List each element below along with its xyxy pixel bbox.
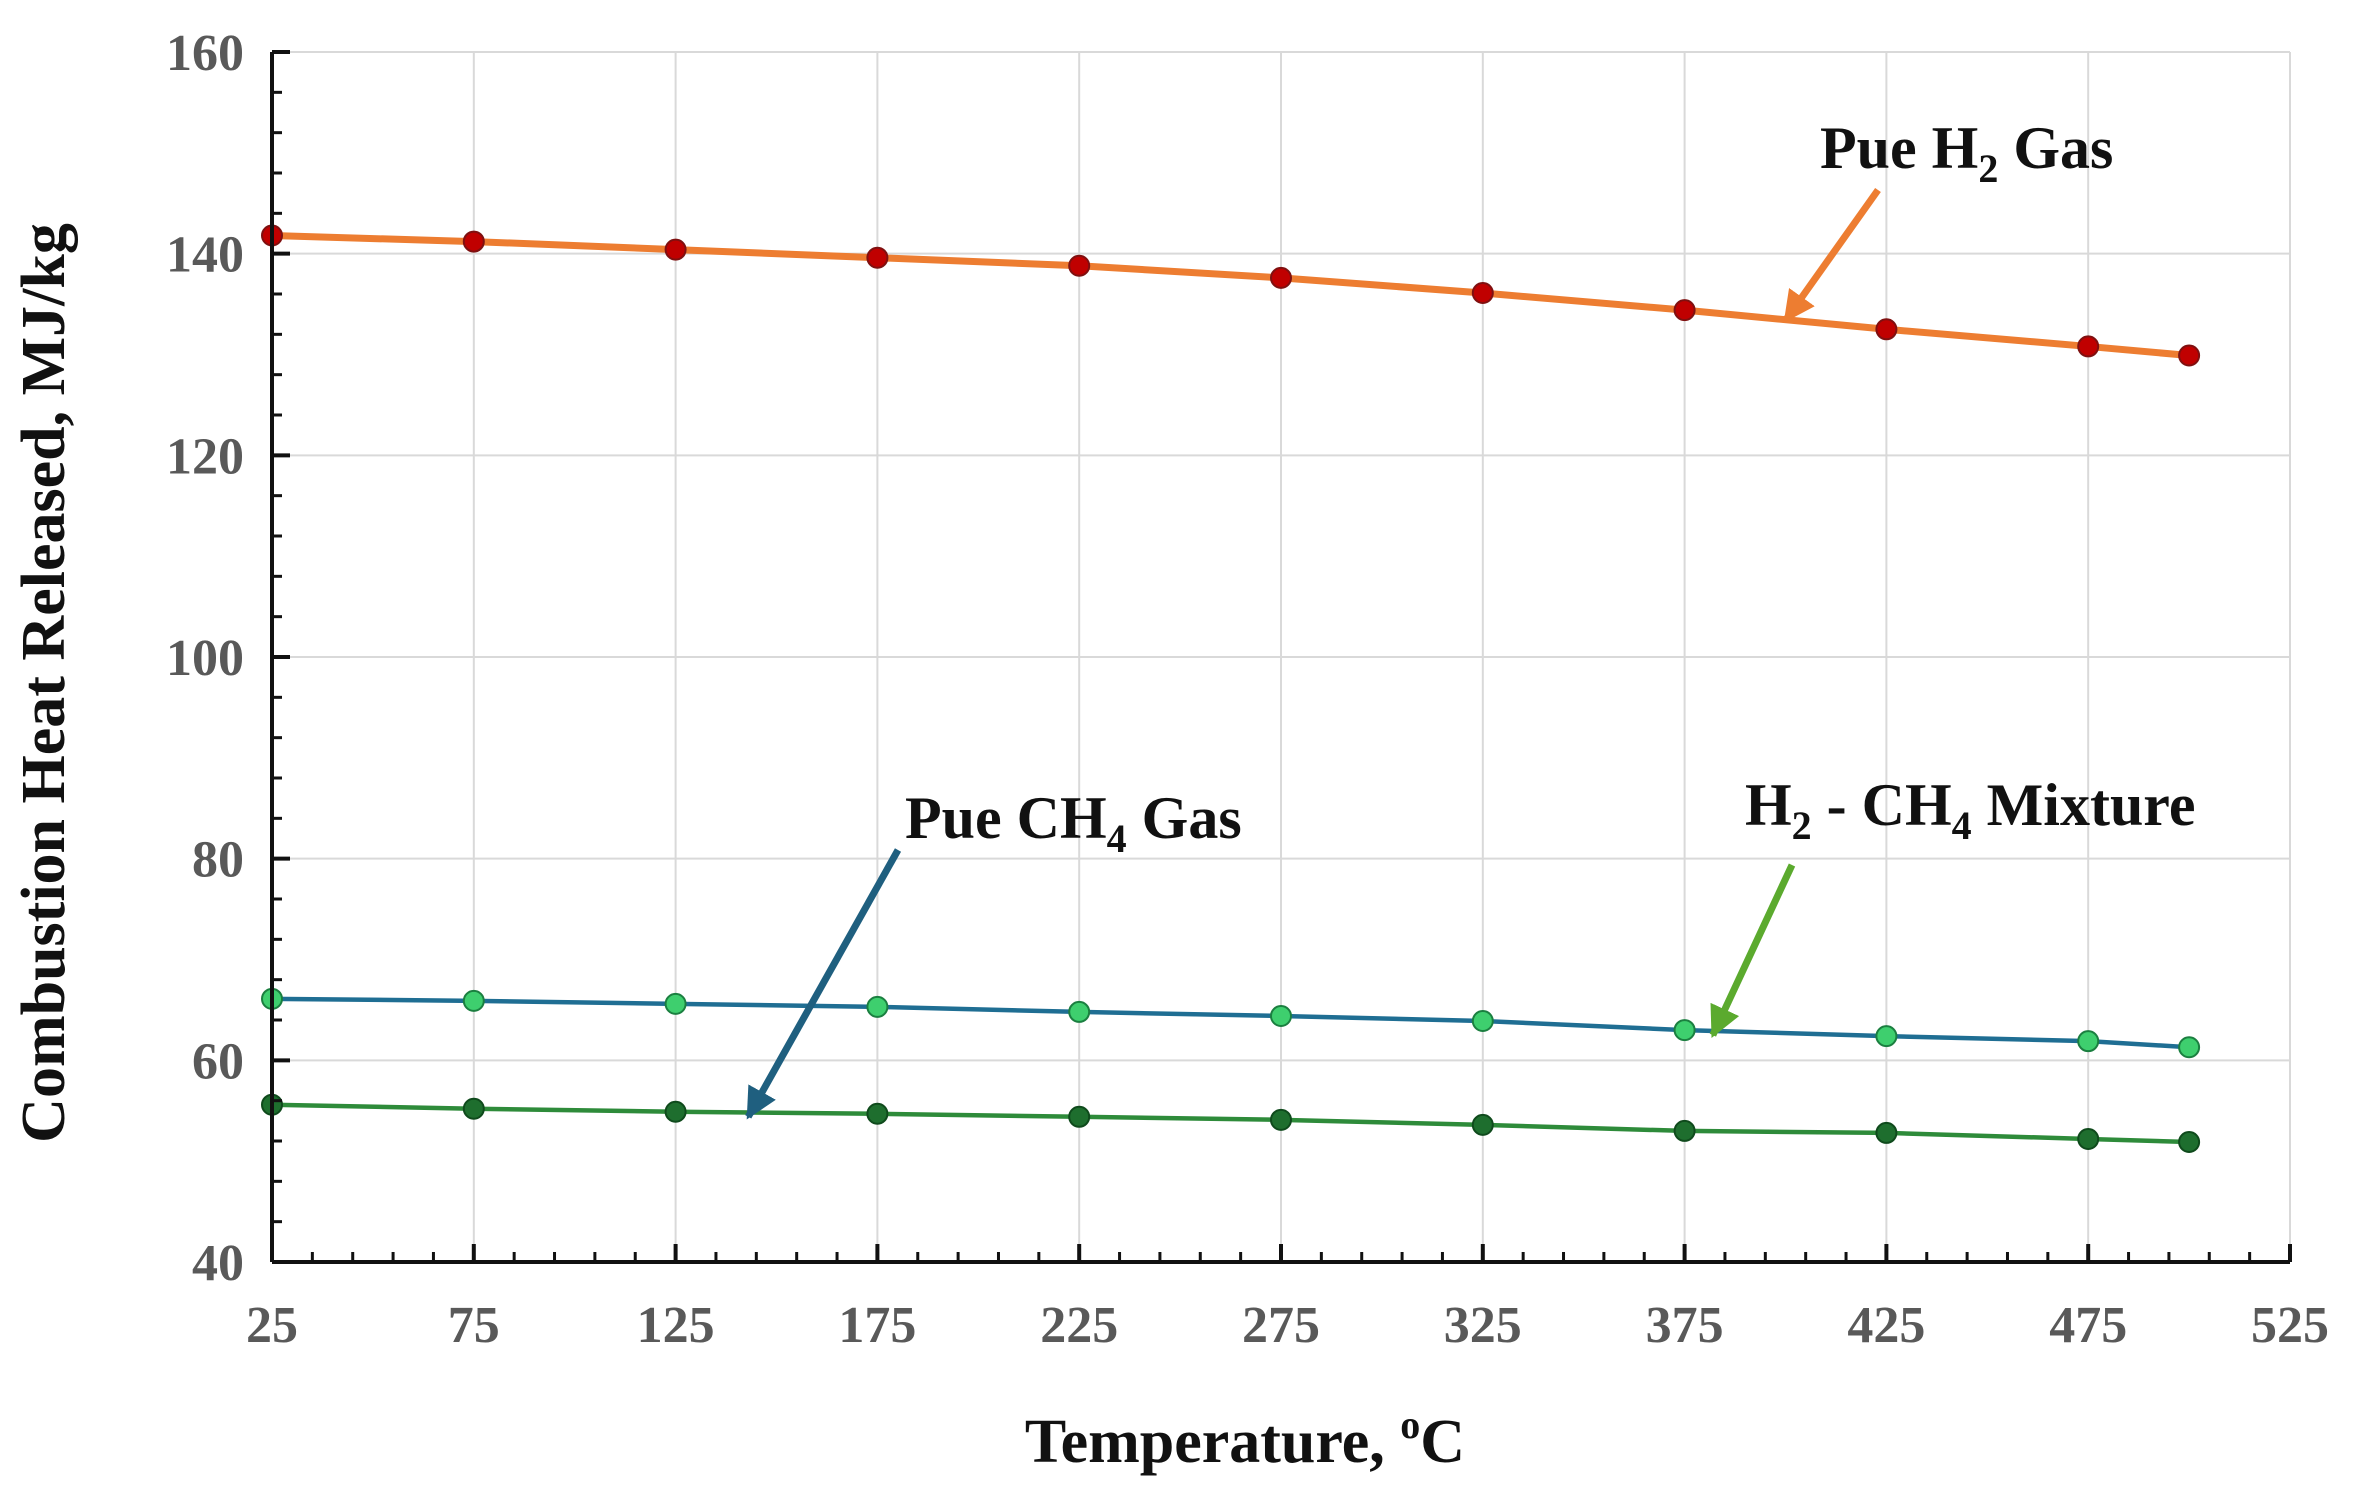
annotation-arrow-ch4 [745, 848, 902, 1120]
axes [270, 50, 2292, 1264]
label-text: Pue H [1820, 115, 1978, 181]
y-tick-label: 80 [192, 832, 244, 889]
annotation-ch4: Pue CH4 Gas [745, 785, 1242, 1120]
data-point-ch4 [1875, 1121, 1898, 1144]
data-point-ch4 [1673, 1119, 1696, 1142]
series-ch4 [261, 1093, 2201, 1154]
label-text: Gas [1127, 785, 1242, 851]
subscript: 2 [1978, 146, 1998, 191]
y-axis-title: Combustion Heat Released, MJ/kg [10, 223, 78, 1143]
data-point-h2 [1471, 281, 1494, 304]
data-point-h2 [664, 238, 687, 261]
subscript: 2 [1792, 803, 1812, 848]
data-point-h2 [2077, 335, 2100, 358]
annotation-arrow-mixture [1709, 863, 1796, 1038]
series-line-ch4 [271, 1102, 2190, 1145]
subscript: 4 [1107, 816, 1127, 861]
y-tick-label: 120 [166, 428, 244, 485]
data-point-ch4 [1270, 1108, 1292, 1131]
x-tick-label: 125 [637, 1297, 715, 1354]
x-tick-label: 425 [1847, 1297, 1925, 1354]
annotation-h2: Pue H2 Gas [1782, 115, 2113, 323]
data-point-ch4 [1068, 1105, 1091, 1128]
data-point-h2 [866, 246, 889, 269]
x-tick-label: 25 [246, 1297, 298, 1354]
data-point-ch4 [866, 1102, 889, 1125]
annotation-label-ch4: Pue CH4 Gas [905, 785, 1242, 861]
data-point-h2 [2178, 344, 2201, 367]
label-text: Gas [1998, 115, 2113, 181]
data-point-mixture [866, 995, 889, 1018]
data-point-ch4 [2077, 1127, 2100, 1150]
x-tick-label: 325 [1444, 1297, 1522, 1354]
x-axis-title-unit: C [1420, 1408, 1465, 1476]
data-point-mixture [1471, 1010, 1494, 1033]
annotation-mixture: H2 - CH4 Mixture [1709, 772, 2195, 1038]
y-tick-label: 160 [166, 25, 244, 82]
tick-labels: 40 60 80 100 120 140 160 25 75 125 175 225 275 325 375… [166, 25, 2329, 1354]
x-axis-title: Temperature, oC [1025, 1402, 1465, 1476]
y-tick-label: 60 [192, 1033, 244, 1090]
x-tick-label: 225 [1040, 1297, 1118, 1354]
data-point-ch4 [2178, 1131, 2201, 1154]
x-tick-label: 375 [1646, 1297, 1724, 1354]
x-tick-label: 475 [2049, 1297, 2127, 1354]
x-axis-title-superscript: o [1400, 1402, 1420, 1447]
data-point-h2 [1673, 299, 1696, 322]
data-point-mixture [664, 992, 687, 1015]
x-axis-title-main: Temperature, [1025, 1408, 1400, 1476]
data-point-mixture [1068, 1000, 1091, 1023]
y-tick-label: 40 [192, 1235, 244, 1292]
label-text: H [1745, 772, 1792, 838]
label-text: Pue CH [905, 785, 1107, 851]
annotation-arrow-h2 [1782, 187, 1881, 323]
y-tick-label: 140 [166, 227, 244, 284]
data-point-h2 [1068, 254, 1091, 277]
x-tick-label: 525 [2251, 1297, 2329, 1354]
subscript: 4 [1952, 803, 1972, 848]
x-tick-label: 75 [448, 1297, 500, 1354]
annotation-label-mixture: H2 - CH4 Mixture [1745, 772, 2195, 848]
series-h2 [261, 224, 2201, 367]
data-point-mixture [2077, 1030, 2100, 1053]
data-point-h2 [1875, 318, 1898, 341]
data-point-h2 [462, 230, 485, 253]
series-line-mixture [271, 996, 2190, 1050]
y-tick-label: 100 [166, 630, 244, 687]
data-point-ch4 [462, 1097, 485, 1120]
data-point-ch4 [664, 1100, 687, 1123]
gridlines [272, 51, 2291, 1262]
data-point-mixture [1270, 1004, 1292, 1027]
label-text: Mixture [1972, 772, 2196, 838]
data-point-mixture [2178, 1036, 2201, 1059]
data-point-mixture [1673, 1019, 1696, 1042]
series-mixture [261, 987, 2201, 1059]
data-point-h2 [1270, 266, 1292, 289]
series-layer [261, 224, 2201, 1154]
data-point-mixture [462, 989, 485, 1012]
x-tick-label: 175 [838, 1297, 916, 1354]
x-tick-label: 275 [1242, 1297, 1320, 1354]
data-point-mixture [1875, 1025, 1898, 1048]
annotation-label-h2: Pue H2 Gas [1820, 115, 2113, 191]
data-point-ch4 [1471, 1113, 1494, 1136]
label-text: - CH [1812, 772, 1952, 838]
